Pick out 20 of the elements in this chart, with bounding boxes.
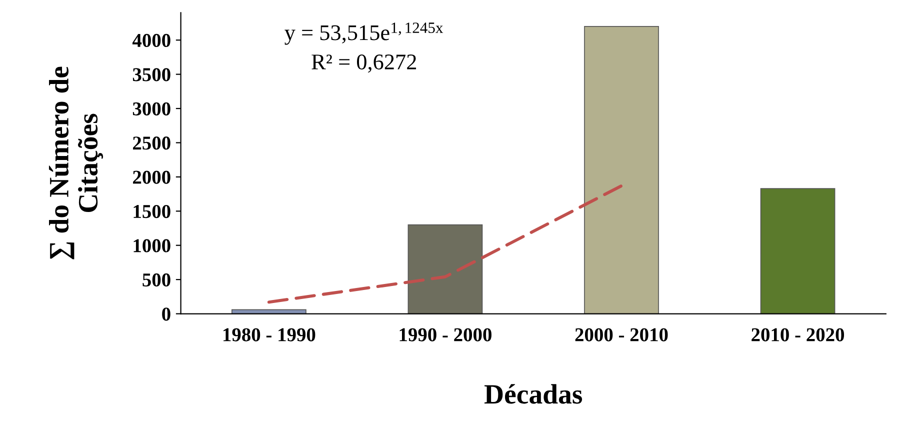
y-axis-title: ∑ do Número de Citações [48,66,104,260]
y-tick-label: 3000 [132,102,170,116]
x-tick-label: 1990 - 2000 [400,328,492,342]
y-tick-label: 500 [142,273,170,286]
x-tick-label: 2010 - 2020 [752,328,844,342]
annotation: y = 53,515e$^{1,1245x}$ [284,22,444,45]
y-tick-label: 1000 [134,239,170,252]
bar [408,224,483,314]
x-axis-title: Décadas [484,384,582,404]
bar [760,188,836,314]
y-tick-label: 3500 [132,68,170,82]
x-tick-label: 2000 - 2010 [575,328,668,342]
y-tick-label: 1500 [134,204,170,218]
annotation: R² = 0,6272 [312,54,416,73]
y-tick-label: 4000 [132,34,170,48]
y-tick-label: 0 [162,308,170,321]
bar [584,26,659,314]
y-tick-label: 2500 [133,136,170,150]
y-tick-label: 2000 [133,170,170,184]
x-tick-label: 1980 - 1990 [224,328,316,342]
